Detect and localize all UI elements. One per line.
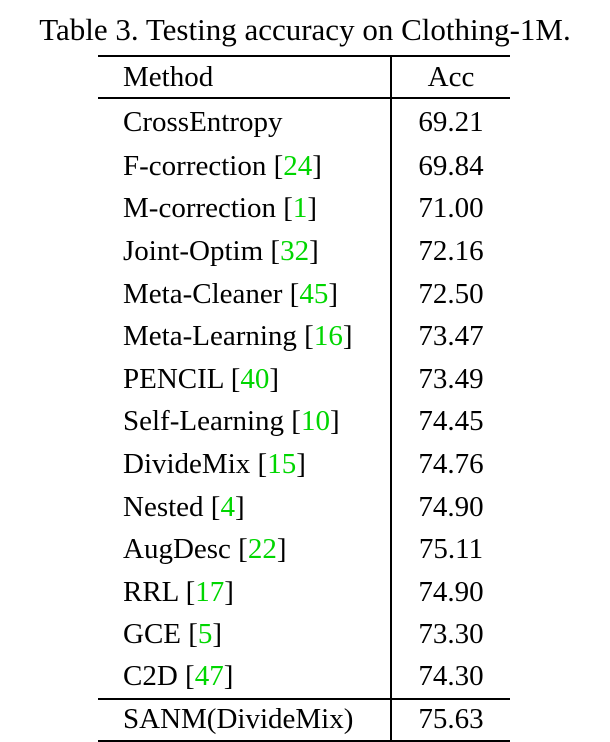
citation-link[interactable]: 22 bbox=[247, 533, 277, 566]
table-row: DivideMix [15] 74.76 bbox=[98, 443, 510, 486]
table-header-row: Method Acc bbox=[98, 56, 510, 98]
method-name: Joint-Optim bbox=[123, 234, 264, 267]
citation-link[interactable]: 4 bbox=[220, 490, 235, 523]
results-table: Method Acc CrossEntropy 69.21 F-correction… bbox=[98, 55, 510, 742]
method-cell: Self-Learning [10] bbox=[123, 405, 340, 438]
citation-link[interactable]: 15 bbox=[267, 447, 297, 480]
accuracy-cell: 73.47 bbox=[390, 315, 510, 358]
table-row: AugDesc [22] 75.11 bbox=[98, 528, 510, 571]
accuracy-cell: 69.21 bbox=[390, 98, 510, 145]
accuracy-cell: 74.30 bbox=[390, 656, 510, 699]
method-cell: RRL [17] bbox=[123, 575, 234, 608]
citation-link[interactable]: 5 bbox=[197, 618, 213, 651]
method-name: DivideMix bbox=[123, 447, 251, 480]
table-body: CrossEntropy 69.21 F-correction [24] 69.84 M… bbox=[98, 98, 510, 699]
table-row: Nested [4] 74.90 bbox=[98, 485, 510, 529]
accuracy-cell: 72.50 bbox=[390, 272, 510, 316]
citation-link[interactable]: 16 bbox=[313, 320, 343, 353]
method-name: AugDesc bbox=[123, 533, 231, 566]
method-cell: M-correction [1] bbox=[123, 192, 318, 225]
method-name: Meta-Learning bbox=[123, 320, 297, 353]
method-name: M-correction bbox=[123, 192, 276, 225]
citation-link[interactable]: 47 bbox=[194, 660, 224, 693]
citation-link[interactable]: 1 bbox=[292, 192, 308, 225]
method-cell: Joint-Optim [32] bbox=[123, 234, 319, 267]
method-cell: AugDesc [22] bbox=[123, 533, 287, 566]
table-row: Meta-Learning [16] 73.47 bbox=[98, 315, 510, 358]
accuracy-cell: 72.16 bbox=[390, 230, 510, 273]
proposed-method-accuracy: 75.63 bbox=[390, 698, 510, 741]
table-row: M-correction [1] 71.00 bbox=[98, 187, 510, 231]
accuracy-cell: 75.11 bbox=[390, 528, 510, 571]
table-row: C2D [47] 74.30 bbox=[98, 656, 510, 699]
accuracy-cell: 74.90 bbox=[390, 485, 510, 529]
table-row: CrossEntropy 69.21 bbox=[98, 98, 510, 145]
table-row: GCE [5] 73.30 bbox=[98, 613, 510, 657]
accuracy-cell: 73.49 bbox=[390, 357, 510, 401]
accuracy-cell: 74.90 bbox=[390, 570, 510, 614]
method-column-header: Method bbox=[123, 60, 214, 93]
table-row: RRL [17] 74.90 bbox=[98, 570, 510, 614]
method-cell: Meta-Cleaner [45] bbox=[123, 277, 339, 310]
accuracy-cell: 74.76 bbox=[390, 443, 510, 486]
method-name: F-correction bbox=[123, 149, 267, 182]
method-name: GCE bbox=[123, 618, 181, 651]
method-name: Self-Learning bbox=[123, 405, 285, 438]
method-name: C2D bbox=[123, 660, 178, 693]
citation-link[interactable]: 24 bbox=[283, 149, 313, 182]
method-cell: F-correction [24] bbox=[123, 149, 322, 182]
citation-link[interactable]: 45 bbox=[299, 277, 329, 310]
table-row-proposed-method: SANM(DivideMix) 75.63 bbox=[98, 698, 510, 741]
method-name: RRL bbox=[123, 575, 179, 608]
method-cell: Nested [4] bbox=[123, 490, 245, 523]
citation-link[interactable]: 10 bbox=[300, 405, 330, 438]
accuracy-cell: 69.84 bbox=[390, 145, 510, 188]
proposed-method-name: SANM(DivideMix) bbox=[123, 703, 354, 736]
citation-link[interactable]: 40 bbox=[240, 362, 270, 395]
accuracy-column-header: Acc bbox=[390, 56, 510, 98]
table-caption: Table 3. Testing accuracy on Clothing-1M… bbox=[39, 12, 571, 47]
citation-link[interactable]: 32 bbox=[280, 234, 310, 267]
method-cell: C2D [47] bbox=[123, 660, 234, 693]
method-name: CrossEntropy bbox=[123, 105, 283, 138]
accuracy-cell: 74.45 bbox=[390, 400, 510, 444]
method-cell: GCE [5] bbox=[123, 618, 223, 651]
method-cell: DivideMix [15] bbox=[123, 447, 306, 480]
method-name: Nested bbox=[123, 490, 204, 523]
citation-link[interactable]: 17 bbox=[195, 575, 225, 608]
table-row: Self-Learning [10] 74.45 bbox=[98, 400, 510, 444]
table-row: Meta-Cleaner [45] 72.50 bbox=[98, 272, 510, 316]
accuracy-cell: 73.30 bbox=[390, 613, 510, 657]
method-name: PENCIL bbox=[123, 362, 224, 395]
method-cell: Meta-Learning [16] bbox=[123, 320, 353, 353]
table-row: Joint-Optim [32] 72.16 bbox=[98, 230, 510, 273]
method-name: Meta-Cleaner bbox=[123, 277, 283, 310]
table-row: PENCIL [40] 73.49 bbox=[98, 357, 510, 401]
table-row: F-correction [24] 69.84 bbox=[98, 145, 510, 188]
method-cell: PENCIL [40] bbox=[123, 362, 280, 395]
method-cell: CrossEntropy bbox=[98, 98, 391, 145]
accuracy-cell: 71.00 bbox=[390, 187, 510, 231]
